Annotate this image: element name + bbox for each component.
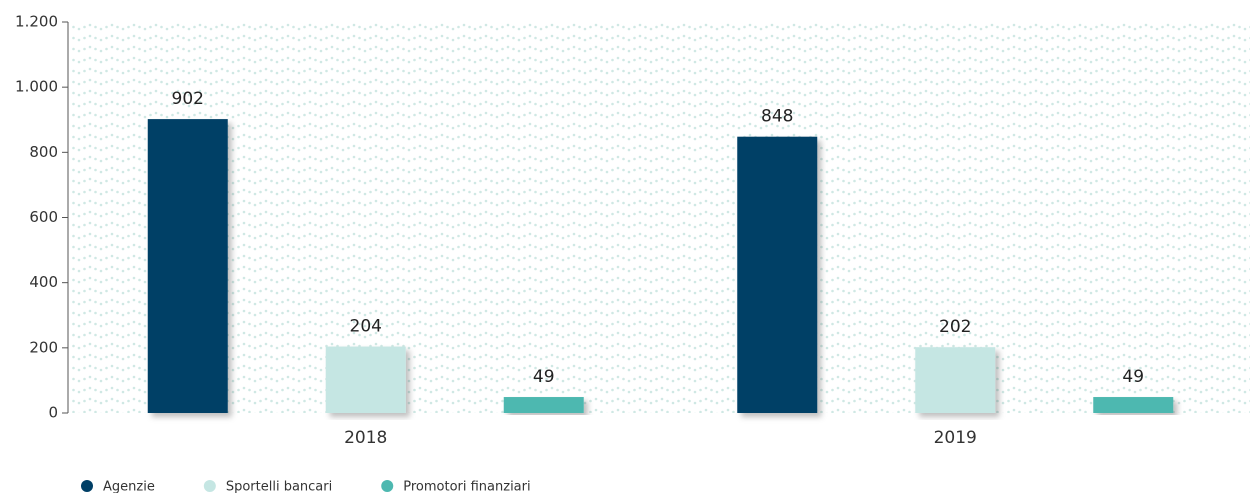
bar	[503, 397, 584, 413]
data-label: 848	[761, 107, 793, 127]
bar	[325, 346, 406, 413]
data-label: 902	[172, 89, 204, 109]
bar	[915, 347, 996, 413]
bar	[737, 136, 818, 413]
legend-label: Sportelli bancari	[226, 480, 332, 493]
legend-label: Agenzie	[103, 480, 155, 493]
x-tick-label: 2019	[934, 428, 977, 448]
data-label: 49	[1122, 367, 1144, 387]
legend-marker	[81, 480, 93, 492]
y-tick-label: 1.200	[15, 13, 58, 31]
data-label: 202	[939, 317, 971, 337]
y-tick-label: 1.000	[15, 78, 58, 96]
data-label: 49	[533, 367, 555, 387]
y-tick-label: 600	[29, 208, 58, 226]
legend-marker	[381, 480, 394, 492]
y-tick-label: 200	[29, 338, 58, 356]
legend-marker	[203, 480, 216, 492]
legend-label: Promotori finanziari	[403, 480, 530, 493]
bar	[1093, 397, 1174, 413]
y-tick-label: 0	[48, 404, 58, 422]
y-tick-label: 800	[29, 143, 58, 161]
data-label: 204	[350, 317, 382, 337]
background-pattern	[72, 22, 1250, 413]
x-tick-label: 2018	[344, 428, 387, 448]
bar	[147, 119, 228, 414]
y-tick-label: 400	[29, 273, 58, 291]
